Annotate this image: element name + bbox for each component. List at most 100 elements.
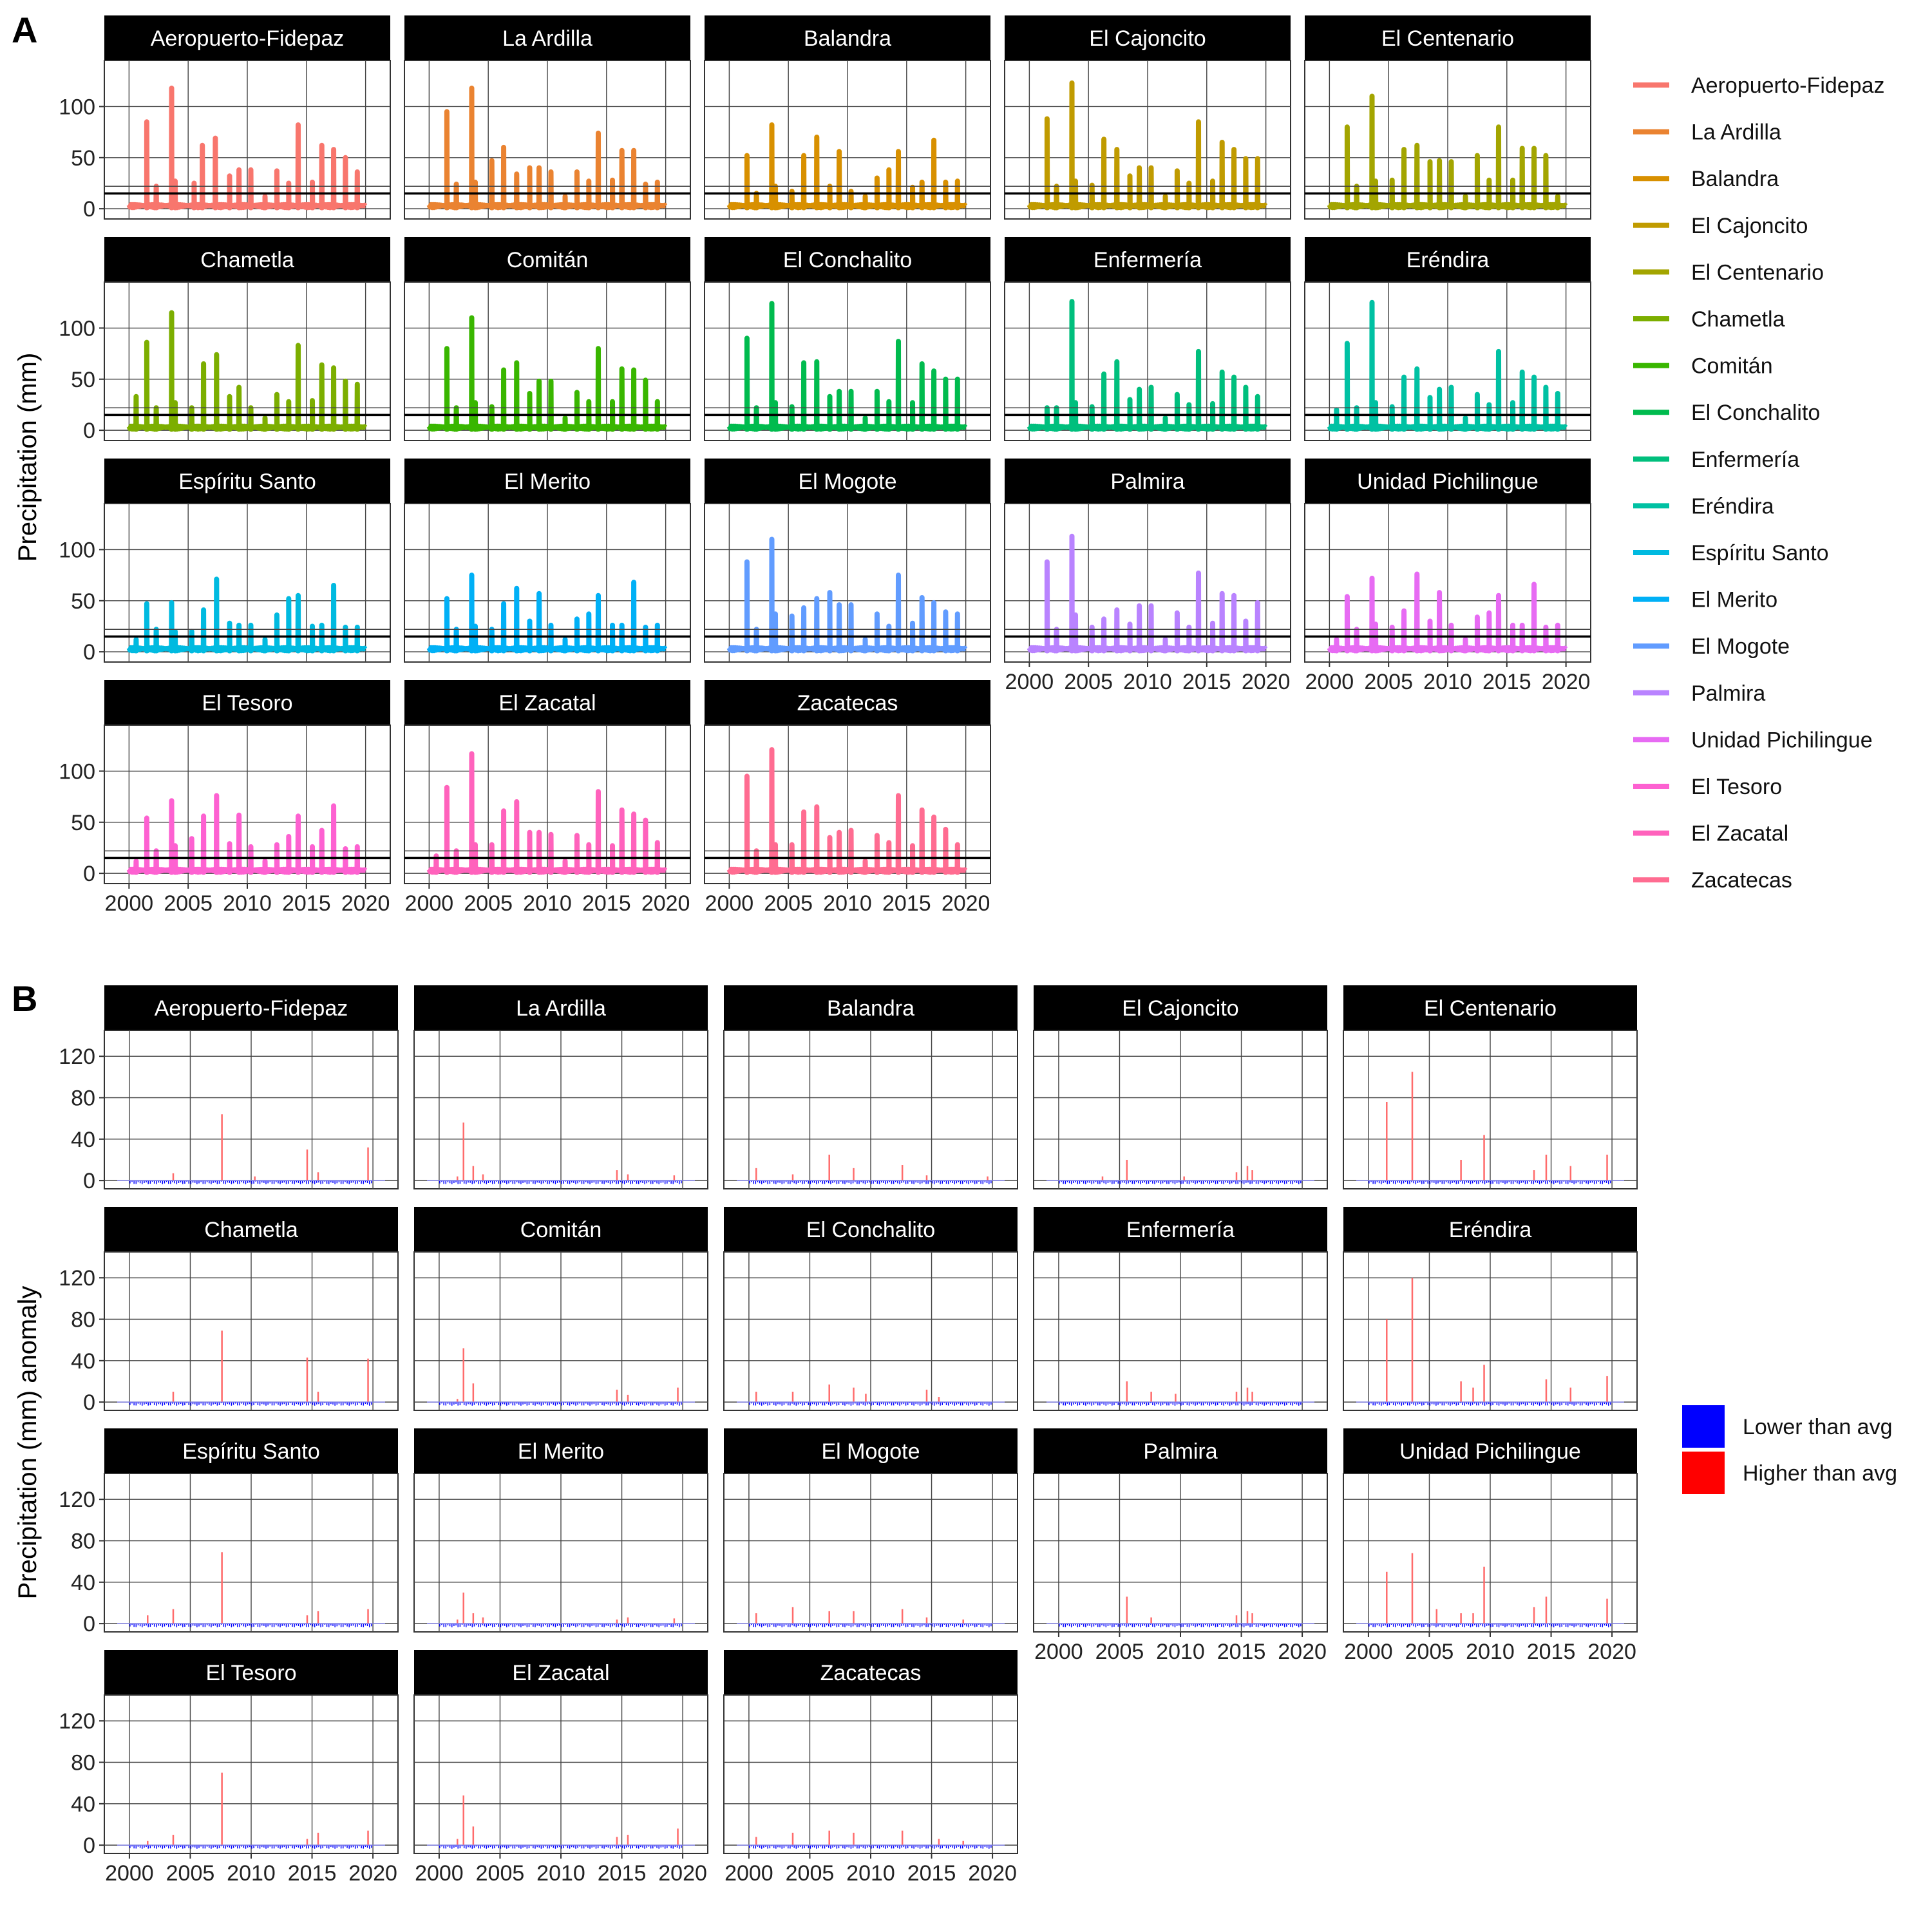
b-el-zacatal-x-tick-label-2000: 2000 bbox=[415, 1861, 464, 1886]
a-aeropuerto-fidepaz-y-tick-label-100: 100 bbox=[59, 95, 95, 119]
a-el-mogote-series-line bbox=[726, 536, 968, 654]
legend-a-label-el-centenario: El Centenario bbox=[1691, 260, 1824, 285]
a-chametla-y-tick-label-0: 0 bbox=[83, 419, 95, 443]
b-erendira-strip-label: Eréndira bbox=[1449, 1218, 1532, 1242]
b-chametla-facet: Chametla 0 40 80 120 bbox=[59, 1207, 399, 1415]
legend-a-label-zacatecas: Zacatecas bbox=[1691, 868, 1792, 893]
a-zacatecas-x-tick-label-2005: 2005 bbox=[764, 891, 813, 916]
b-chametla-strip bbox=[104, 1207, 398, 1252]
a-espiritu-santo-y-tick-label-100: 100 bbox=[59, 538, 95, 562]
b-enfermeria-strip bbox=[1034, 1207, 1327, 1252]
b-zacatecas-x-tick-label-2015: 2015 bbox=[907, 1861, 956, 1886]
b-el-zacatal-x-tick-label-2015: 2015 bbox=[598, 1861, 647, 1886]
b-el-mogote-strip bbox=[724, 1428, 1018, 1473]
a-palmira-x-tick-label-2020: 2020 bbox=[1242, 670, 1291, 694]
a-unidad-pichilingue-facet: Unidad Pichilingue 2000 2005 2010 2015 2020 bbox=[1304, 459, 1591, 694]
b-el-tesoro-y-tick-label-80: 80 bbox=[71, 1751, 95, 1776]
a-unidad-pichilingue-strip bbox=[1305, 459, 1591, 504]
b-balandra-strip-label: Balandra bbox=[827, 996, 914, 1021]
a-erendira-strip-label: Eréndira bbox=[1406, 248, 1490, 272]
a-aeropuerto-fidepaz-y-tick-label-50: 50 bbox=[71, 146, 95, 171]
a-enfermeria-facet: Enfermería bbox=[1004, 237, 1291, 441]
a-el-centenario-strip-label: El Centenario bbox=[1381, 26, 1514, 51]
b-zacatecas-strip-label: Zacatecas bbox=[820, 1661, 922, 1685]
panel-a-letter: A bbox=[12, 10, 37, 50]
legend-a-label-aeropuerto-fidepaz: Aeropuerto-Fidepaz bbox=[1691, 73, 1885, 98]
a-palmira-x-tick-label-2015: 2015 bbox=[1182, 670, 1231, 694]
a-el-cajoncito-strip bbox=[1005, 15, 1291, 61]
b-palmira-strip bbox=[1034, 1428, 1327, 1473]
a-aeropuerto-fidepaz-strip-label: Aeropuerto-Fidepaz bbox=[151, 26, 345, 51]
legend-a-label-el-tesoro: El Tesoro bbox=[1691, 775, 1782, 799]
a-el-tesoro-x-tick-label-2020: 2020 bbox=[341, 891, 390, 916]
panel-b-letter: B bbox=[12, 978, 37, 1019]
legend-a-label-erendira: Eréndira bbox=[1691, 494, 1774, 518]
b-unidad-pichilingue-x-tick-label-2015: 2015 bbox=[1527, 1640, 1576, 1664]
b-el-tesoro-strip bbox=[104, 1650, 398, 1695]
b-el-centenario-strip-label: El Centenario bbox=[1424, 996, 1557, 1021]
a-chametla-series-line bbox=[126, 310, 368, 432]
legend-a-label-chametla: Chametla bbox=[1691, 307, 1785, 332]
a-el-merito-series-line bbox=[426, 573, 668, 654]
legend-a-label-espiritu-santo: Espíritu Santo bbox=[1691, 541, 1829, 565]
a-espiritu-santo-strip bbox=[104, 459, 390, 504]
b-el-merito-facet: El Merito bbox=[413, 1428, 708, 1633]
b-unidad-pichilingue-x-tick-label-2005: 2005 bbox=[1405, 1640, 1454, 1664]
b-aeropuerto-fidepaz-strip-label: Aeropuerto-Fidepaz bbox=[155, 996, 348, 1021]
legend-a-label-el-merito: El Merito bbox=[1691, 588, 1777, 612]
b-palmira-x-tick-label-2005: 2005 bbox=[1095, 1640, 1144, 1664]
b-palmira-x-tick-label-2015: 2015 bbox=[1217, 1640, 1266, 1664]
b-unidad-pichilingue-facet: Unidad Pichilingue 2000 2005 2010 2015 2020 bbox=[1343, 1428, 1638, 1664]
b-unidad-pichilingue-x-tick-label-2000: 2000 bbox=[1344, 1640, 1393, 1664]
b-el-conchalito-strip bbox=[724, 1207, 1018, 1252]
b-chametla-y-tick-label-120: 120 bbox=[59, 1266, 95, 1291]
a-chametla-y-tick-label-100: 100 bbox=[59, 316, 95, 341]
a-erendira-facet: Eréndira bbox=[1304, 237, 1591, 441]
b-zacatecas-facet: Zacatecas 2000 2005 2010 2015 2020 bbox=[723, 1650, 1018, 1886]
b-aeropuerto-fidepaz-strip bbox=[104, 985, 398, 1030]
b-aeropuerto-fidepaz-y-tick-label-40: 40 bbox=[71, 1128, 95, 1152]
b-unidad-pichilingue-x-tick-label-2010: 2010 bbox=[1466, 1640, 1515, 1664]
legend-a-label-unidad-pichilingue: Unidad Pichilingue bbox=[1691, 728, 1873, 752]
b-espiritu-santo-y-tick-label-40: 40 bbox=[71, 1571, 95, 1595]
a-el-mogote-strip-label: El Mogote bbox=[798, 469, 896, 494]
b-espiritu-santo-y-tick-label-0: 0 bbox=[83, 1612, 95, 1636]
a-zacatecas-x-tick-label-2015: 2015 bbox=[882, 891, 931, 916]
a-el-tesoro-x-tick-label-2000: 2000 bbox=[105, 891, 154, 916]
panel-b-y-axis-title: Precipitation (mm) anomaly bbox=[14, 1286, 42, 1600]
b-el-centenario-facet: El Centenario bbox=[1343, 985, 1638, 1189]
a-balandra-facet: Balandra bbox=[704, 15, 991, 220]
b-comitan-facet: Comitán bbox=[413, 1207, 708, 1411]
a-el-centenario-strip bbox=[1305, 15, 1591, 61]
panel-b-facet-grid: Aeropuerto-Fidepaz 0 40 80 120 La Ardilla Bala… bbox=[59, 985, 1638, 1886]
a-chametla-facet: Chametla 0 50 100 bbox=[59, 237, 391, 443]
a-el-merito-facet: El Merito bbox=[404, 459, 691, 663]
b-zacatecas-strip bbox=[724, 1650, 1018, 1695]
a-palmira-strip bbox=[1005, 459, 1291, 504]
a-el-tesoro-x-tick-label-2010: 2010 bbox=[223, 891, 272, 916]
legend-a-label-el-conchalito: El Conchalito bbox=[1691, 401, 1820, 425]
a-zacatecas-x-tick-label-2020: 2020 bbox=[942, 891, 990, 916]
a-chametla-strip-label: Chametla bbox=[200, 248, 294, 272]
a-la-ardilla-facet: La Ardilla bbox=[404, 15, 691, 220]
a-zacatecas-facet: Zacatecas 2000 2005 2010 2015 2020 bbox=[704, 680, 991, 916]
a-el-tesoro-strip bbox=[104, 680, 390, 725]
b-espiritu-santo-y-tick-label-120: 120 bbox=[59, 1488, 95, 1512]
a-enfermeria-series-line bbox=[1027, 299, 1268, 432]
a-el-cajoncito-facet: El Cajoncito bbox=[1004, 15, 1291, 220]
b-unidad-pichilingue-strip-label: Unidad Pichilingue bbox=[1399, 1439, 1581, 1464]
b-el-mogote-strip-label: El Mogote bbox=[821, 1439, 920, 1464]
b-unidad-pichilingue-strip bbox=[1343, 1428, 1637, 1473]
a-el-conchalito-facet: El Conchalito bbox=[704, 237, 991, 441]
a-el-tesoro-strip-label: El Tesoro bbox=[202, 691, 292, 715]
a-unidad-pichilingue-x-tick-label-2010: 2010 bbox=[1423, 670, 1472, 694]
a-erendira-series-line bbox=[1327, 299, 1568, 432]
a-el-zacatal-x-tick-label-2020: 2020 bbox=[641, 891, 690, 916]
b-zacatecas-x-tick-label-2000: 2000 bbox=[724, 1861, 773, 1886]
b-la-ardilla-strip bbox=[414, 985, 708, 1030]
a-el-zacatal-x-tick-label-2000: 2000 bbox=[405, 891, 454, 916]
b-chametla-y-tick-label-0: 0 bbox=[83, 1390, 95, 1415]
a-el-tesoro-y-tick-label-0: 0 bbox=[83, 862, 95, 886]
a-unidad-pichilingue-series-line bbox=[1327, 571, 1568, 654]
